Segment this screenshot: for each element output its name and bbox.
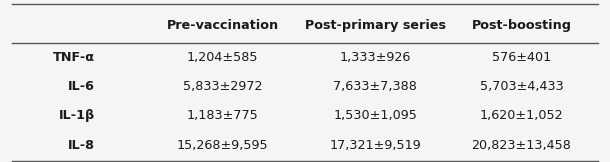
- Text: Post-primary series: Post-primary series: [304, 19, 446, 32]
- Text: TNF-α: TNF-α: [52, 51, 95, 64]
- Text: IL-6: IL-6: [68, 80, 95, 93]
- Text: 17,321±9,519: 17,321±9,519: [329, 139, 421, 152]
- Text: Pre-vaccination: Pre-vaccination: [167, 19, 279, 32]
- Text: 1,333±926: 1,333±926: [339, 51, 411, 64]
- Text: IL-1β: IL-1β: [59, 109, 95, 122]
- Text: Post-boosting: Post-boosting: [472, 19, 572, 32]
- Text: 15,268±9,595: 15,268±9,595: [177, 139, 268, 152]
- Text: IL-8: IL-8: [68, 139, 95, 152]
- Text: 576±401: 576±401: [492, 51, 551, 64]
- Text: 20,823±13,458: 20,823±13,458: [472, 139, 572, 152]
- Text: 5,833±2972: 5,833±2972: [183, 80, 262, 93]
- Text: 1,183±775: 1,183±775: [187, 109, 259, 122]
- Text: 5,703±4,433: 5,703±4,433: [479, 80, 564, 93]
- Text: 1,620±1,052: 1,620±1,052: [479, 109, 564, 122]
- Text: 7,633±7,388: 7,633±7,388: [333, 80, 417, 93]
- Text: 1,530±1,095: 1,530±1,095: [333, 109, 417, 122]
- Text: 1,204±585: 1,204±585: [187, 51, 259, 64]
